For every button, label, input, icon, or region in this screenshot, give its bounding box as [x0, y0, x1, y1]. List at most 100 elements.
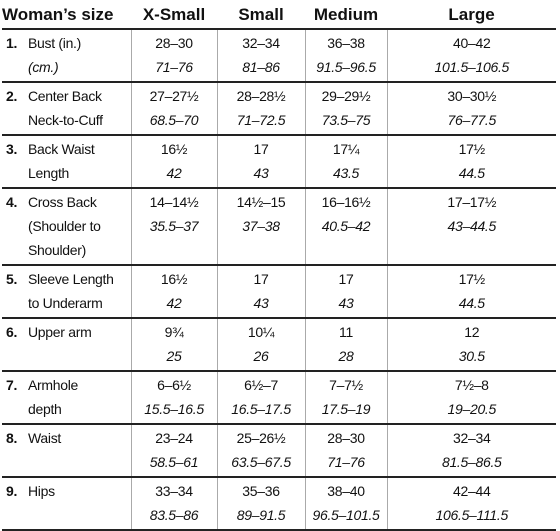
- inch-value: 35–36: [242, 483, 280, 499]
- value-cell: 35–36 89–91.5: [216, 477, 306, 531]
- inch-value: 28–30: [155, 35, 193, 51]
- cm-value: 37–38: [242, 218, 280, 234]
- cm-value: 63.5–67.5: [231, 454, 291, 470]
- inch-value: 16–16½: [321, 194, 371, 210]
- inch-value: 12: [464, 324, 480, 340]
- header-cell: Medium: [305, 2, 388, 30]
- label-line: Armhole: [28, 377, 79, 393]
- row-label: Cross Back (Shoulder to Shoulder): [28, 188, 132, 266]
- cm-value: 71–76: [155, 59, 193, 75]
- label-line: Waist: [28, 430, 61, 446]
- row-label: Sleeve Length to Underarm: [28, 265, 132, 319]
- row-label: Hips: [28, 477, 132, 531]
- label-line: to Underarm: [28, 295, 103, 311]
- inch-value: 25–26½: [236, 430, 286, 446]
- cm-value: 43–44.5: [447, 218, 497, 234]
- cm-value: 28: [338, 348, 354, 364]
- row-number: 7.: [2, 371, 28, 425]
- label-line: Length: [28, 165, 70, 181]
- cm-value: 89–91.5: [236, 507, 286, 523]
- label-line: (cm.): [28, 59, 59, 75]
- inch-value: 14–14½: [149, 194, 199, 210]
- row-number: 5.: [2, 265, 28, 319]
- label-line: depth: [28, 401, 62, 417]
- value-cell: 16½ 42: [130, 265, 218, 319]
- inch-value: 6–6½: [157, 377, 191, 393]
- label-line: Cross Back: [28, 194, 97, 210]
- cm-value: 106.5–111.5: [435, 507, 509, 523]
- inch-value: 36–38: [327, 35, 365, 51]
- value-cell: 29–29½ 73.5–75: [304, 82, 388, 136]
- value-cell: 27–27½ 68.5–70: [130, 82, 218, 136]
- row-label: Bust (in.) (cm.): [28, 29, 132, 83]
- value-cell: 9¾ 25: [130, 318, 218, 372]
- cm-value: 19–20.5: [447, 401, 497, 417]
- cm-value: 96.5–101.5: [312, 507, 380, 523]
- inch-value: 17: [253, 271, 269, 287]
- size-row: 4. Cross Back (Shoulder to Shoulder) 14–14½ 3…: [2, 188, 556, 266]
- inch-value: 17½: [458, 141, 486, 157]
- size-row: 3. Back Waist Length 16½ 42 17 43 17¼ 43.5 17½ 44.…: [2, 135, 556, 189]
- value-cell: 11 28: [304, 318, 388, 372]
- inch-value: 17–17½: [447, 194, 497, 210]
- value-cell: 17¼ 43.5: [304, 135, 388, 189]
- row-number: 4.: [2, 188, 28, 266]
- label-line: Center Back: [28, 88, 102, 104]
- row-label: Waist: [28, 424, 132, 478]
- row-number-text: 9.: [6, 483, 18, 499]
- value-cell: 32–34 81–86: [216, 29, 306, 83]
- cm-value: 58.5–61: [149, 454, 199, 470]
- inch-value: 10¼: [247, 324, 275, 340]
- inch-value: 7–7½: [329, 377, 363, 393]
- row-number: 1.: [2, 29, 28, 83]
- value-cell: 17 43: [216, 265, 306, 319]
- header-cell: Large: [387, 2, 556, 30]
- inch-value: 28–30: [327, 430, 365, 446]
- label-line: Shoulder): [28, 242, 87, 258]
- cm-value: 83.5–86: [149, 507, 199, 523]
- inch-value: 16½: [160, 141, 188, 157]
- cm-value: 71–72.5: [236, 112, 286, 128]
- cm-value: 25: [166, 348, 182, 364]
- row-number-text: 6.: [6, 324, 18, 340]
- label-line: Hips: [28, 483, 55, 499]
- header-cell: Small: [217, 2, 306, 30]
- inch-value: 33–34: [155, 483, 193, 499]
- cm-value: 73.5–75: [321, 112, 371, 128]
- inch-value: 42–44: [453, 483, 491, 499]
- value-cell: 14–14½ 35.5–37: [130, 188, 218, 266]
- row-number-text: 2.: [6, 88, 18, 104]
- row-number-text: 8.: [6, 430, 18, 446]
- inch-value: 38–40: [327, 483, 365, 499]
- size-row: 6. Upper arm 9¾ 25 10¼ 26 11 28 12 30.5: [2, 318, 556, 372]
- header-row: Woman’s size X-Small Small Medium Large: [2, 2, 556, 30]
- row-label: Upper arm: [28, 318, 132, 372]
- cm-value: 43: [253, 165, 269, 181]
- label-line: Neck-to-Cuff: [28, 112, 103, 128]
- value-cell: 17½ 44.5: [386, 135, 556, 189]
- value-cell: 30–30½ 76–77.5: [386, 82, 556, 136]
- inch-value: 17: [253, 141, 269, 157]
- value-cell: 28–28½ 71–72.5: [216, 82, 306, 136]
- cm-value: 44.5: [458, 165, 485, 181]
- label-line: Upper arm: [28, 324, 92, 340]
- value-cell: 12 30.5: [386, 318, 556, 372]
- row-number-text: 4.: [6, 194, 18, 210]
- inch-value: 9¾: [164, 324, 184, 340]
- cm-value: 43: [338, 295, 354, 311]
- cm-value: 76–77.5: [447, 112, 497, 128]
- row-label: Center Back Neck-to-Cuff: [28, 82, 132, 136]
- header-cell: X-Small: [131, 2, 218, 30]
- cm-value: 44.5: [458, 295, 485, 311]
- cm-value: 35.5–37: [149, 218, 199, 234]
- cm-value: 42: [166, 165, 182, 181]
- inch-value: 23–24: [155, 430, 193, 446]
- inch-value: 29–29½: [321, 88, 371, 104]
- cm-value: 16.5–17.5: [231, 401, 291, 417]
- cm-value: 42: [166, 295, 182, 311]
- cm-value: 17.5–19: [321, 401, 371, 417]
- value-cell: 7½–8 19–20.5: [386, 371, 556, 425]
- inch-value: 17¼: [332, 141, 360, 157]
- value-cell: 14½–15 37–38: [216, 188, 306, 266]
- label-line: Back Waist: [28, 141, 95, 157]
